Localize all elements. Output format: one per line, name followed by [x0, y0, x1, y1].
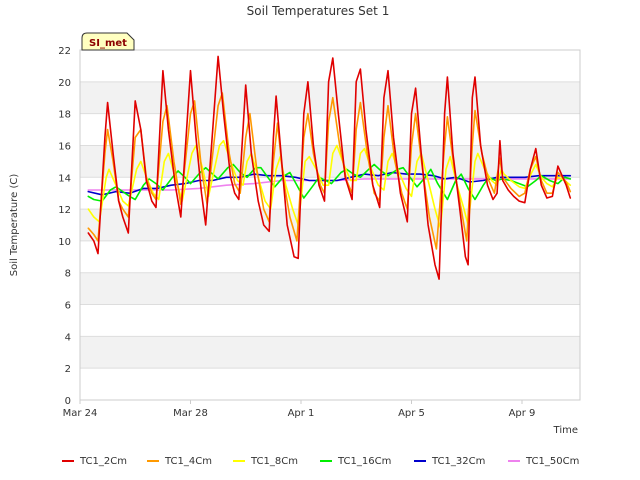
- legend-item-tc1_16cm: TC1_16Cm: [320, 456, 391, 467]
- y-tick-label: 10: [58, 237, 71, 248]
- legend-label: TC1_8Cm: [250, 456, 298, 467]
- y-tick-label: 8: [65, 269, 71, 280]
- y-axis-title: Soil Temperature (C): [9, 174, 20, 277]
- x-tick-label: Apr 1: [288, 408, 315, 419]
- legend-item-tc1_8cm: TC1_8Cm: [233, 456, 298, 467]
- legend-item-tc1_2cm: TC1_2Cm: [62, 456, 127, 467]
- grid-band: [80, 272, 580, 305]
- site-label-box: SI_met: [81, 32, 135, 51]
- y-tick-label: 22: [58, 46, 71, 57]
- x-tick-label: Mar 24: [63, 408, 98, 419]
- legend-label: TC1_2Cm: [79, 456, 127, 467]
- y-tick-label: 2: [65, 364, 71, 375]
- legend-item-tc1_4cm: TC1_4Cm: [147, 456, 212, 467]
- grid-bands: [80, 81, 580, 369]
- x-tick-label: Mar 28: [173, 408, 208, 419]
- y-tick-label: 6: [65, 301, 71, 312]
- x-axis-ticks: Mar 24 Mar 28 Apr 1 Apr 5 Apr 9: [63, 400, 536, 419]
- legend-item-tc1_50cm: TC1_50Cm: [508, 456, 579, 467]
- chart-title: Soil Temperatures Set 1: [247, 4, 390, 18]
- y-tick-label: 4: [65, 332, 71, 343]
- x-tick-label: Apr 9: [509, 408, 536, 419]
- legend-item-tc1_32cm: TC1_32Cm: [414, 456, 485, 467]
- series-line-tc1_2cm: [87, 55, 572, 280]
- y-tick-label: 18: [58, 110, 71, 121]
- legend-label: TC1_4Cm: [164, 456, 212, 467]
- legend-label: TC1_50Cm: [525, 456, 579, 467]
- y-tick-label: 14: [58, 173, 71, 184]
- grid-band: [80, 209, 580, 241]
- x-tick-label: Apr 5: [398, 408, 425, 419]
- x-axis-title: Time: [553, 425, 578, 436]
- grid-band: [80, 81, 580, 114]
- legend-label: TC1_32Cm: [431, 456, 485, 467]
- site-label: SI_met: [89, 38, 127, 49]
- y-tick-label: 16: [58, 141, 71, 152]
- plot-frame: [79, 49, 581, 401]
- grid-band: [80, 336, 580, 369]
- legend-label: TC1_16Cm: [337, 456, 391, 467]
- y-axis-ticks: 0 2 4 6 8 10 12 14 16 18 20 22: [58, 46, 71, 407]
- series-line-tc1_4cm: [87, 92, 572, 250]
- y-tick-label: 20: [58, 78, 71, 89]
- y-tick-label: 0: [65, 396, 71, 407]
- legend: TC1_2Cm TC1_4Cm TC1_8Cm TC1_16Cm TC1_32Cm TC1…: [62, 456, 579, 467]
- series-layer: [87, 55, 572, 280]
- series-line-tc1_8cm: [87, 139, 572, 229]
- y-tick-label: 12: [58, 205, 71, 216]
